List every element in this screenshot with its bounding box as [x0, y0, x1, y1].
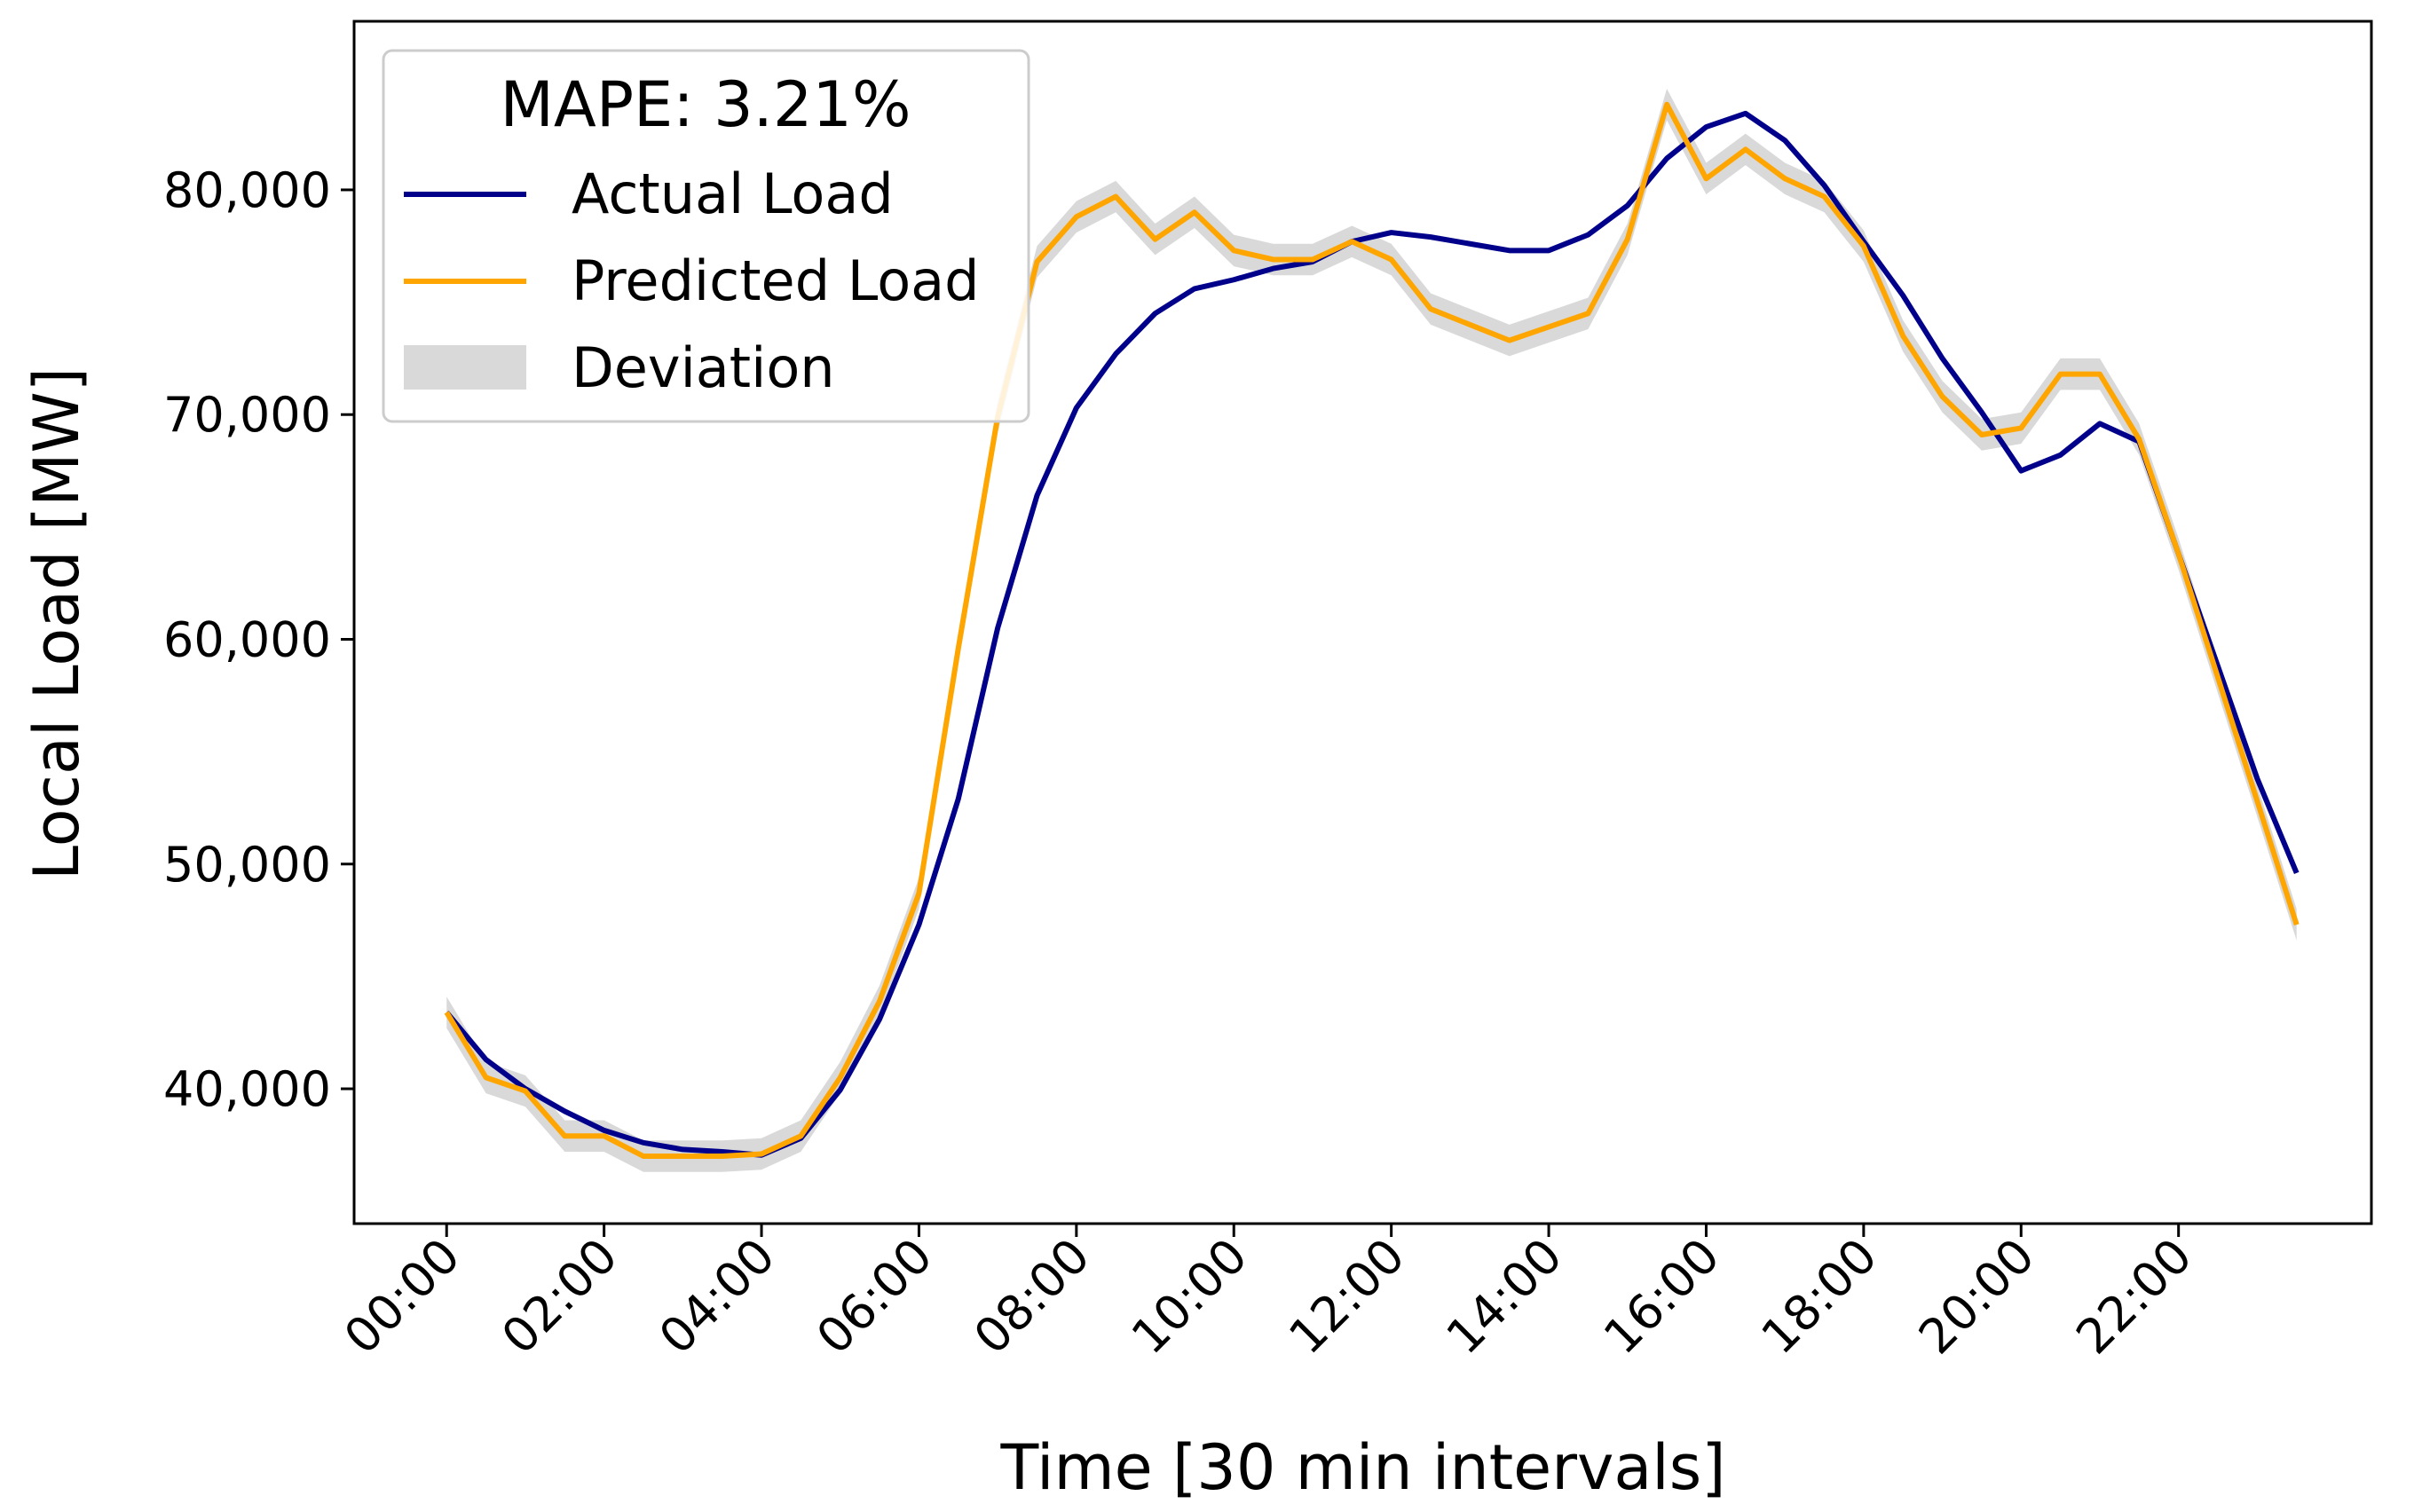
x-tick-label: 08:00 [963, 1228, 1100, 1366]
x-tick-label: 22:00 [2065, 1228, 2203, 1366]
x-tick-label: 04:00 [649, 1228, 786, 1366]
x-tick-label: 00:00 [334, 1228, 471, 1366]
x-tick-label: 02:00 [491, 1228, 628, 1366]
x-tick-label: 14:00 [1436, 1228, 1574, 1366]
y-axis-label: Local Load [MW] [20, 367, 93, 880]
x-tick-label: 16:00 [1593, 1228, 1731, 1366]
legend-title: MAPE: 3.21% [501, 68, 911, 141]
x-tick-label: 12:00 [1278, 1228, 1416, 1366]
y-tick-label: 60,000 [163, 611, 331, 667]
y-axis: 40,000 50,000 60,000 70,000 80,000 [163, 162, 354, 1117]
x-tick-label: 20:00 [1908, 1228, 2046, 1366]
plot-frame [352, 20, 2373, 1225]
x-tick-label: 06:00 [806, 1228, 943, 1366]
legend-label-deviation: Deviation [572, 335, 835, 400]
series-lines-layer [444, 101, 2300, 1160]
legend: MAPE: 3.21% Actual Load Predicted Load D… [382, 49, 1030, 423]
y-tick-label: 40,000 [163, 1061, 331, 1117]
predicted-load-line [444, 101, 2300, 1160]
x-axis: 00:00 02:00 04:00 06:00 08:00 10:00 12:00 14:00… [334, 1224, 2203, 1365]
x-tick-label: 18:00 [1750, 1228, 1888, 1366]
x-tick-label: 10:00 [1121, 1228, 1258, 1366]
legend-box [382, 49, 1030, 423]
legend-label-predicted: Predicted Load [572, 248, 980, 313]
legend-swatch-deviation [404, 345, 526, 390]
y-tick-label: 70,000 [163, 387, 331, 443]
y-tick-label: 80,000 [163, 162, 331, 218]
x-axis-label: Time [30 min intervals] [999, 1431, 1725, 1504]
y-tick-label: 50,000 [163, 837, 331, 893]
legend-label-actual: Actual Load [572, 161, 894, 226]
